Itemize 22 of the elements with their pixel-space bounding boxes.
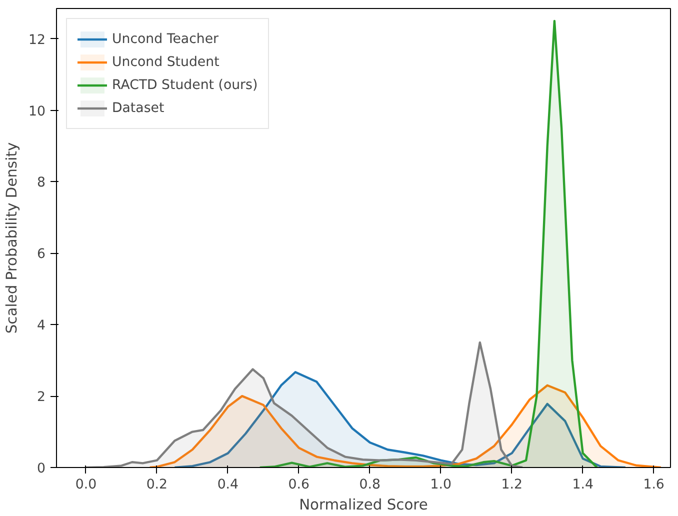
y-tick-label: 8 [37, 176, 46, 191]
y-tick-label: 4 [37, 318, 46, 334]
legend-label: Uncond Teacher [112, 32, 219, 46]
y-axis-title: Scaled Probability Density [4, 142, 21, 334]
x-tick-label: 0.0 [75, 478, 97, 492]
y-tick-label: 12 [28, 32, 46, 48]
y-tick-label: 0 [37, 462, 46, 476]
x-tick-label: 1.4 [572, 478, 594, 492]
x-tick-label: 1.2 [501, 478, 522, 492]
y-tick-label: 6 [37, 247, 46, 262]
y-tick-label: 2 [37, 390, 46, 406]
y-tick-label: 10 [28, 104, 46, 120]
x-axis-title: Normalized Score [299, 496, 428, 514]
x-tick-label: 1.0 [430, 478, 452, 492]
x-tick-label: 0.6 [288, 478, 310, 492]
x-tick-label: 0.2 [146, 478, 168, 492]
legend-label: Dataset [112, 100, 164, 116]
x-tick-label: 1.6 [643, 478, 664, 492]
x-tick-label: 0.8 [359, 478, 380, 492]
x-tick-label: 0.4 [217, 478, 239, 492]
legend-label: Uncond Student [112, 54, 220, 70]
legend-label: RACTD Student (ours) [112, 78, 258, 92]
